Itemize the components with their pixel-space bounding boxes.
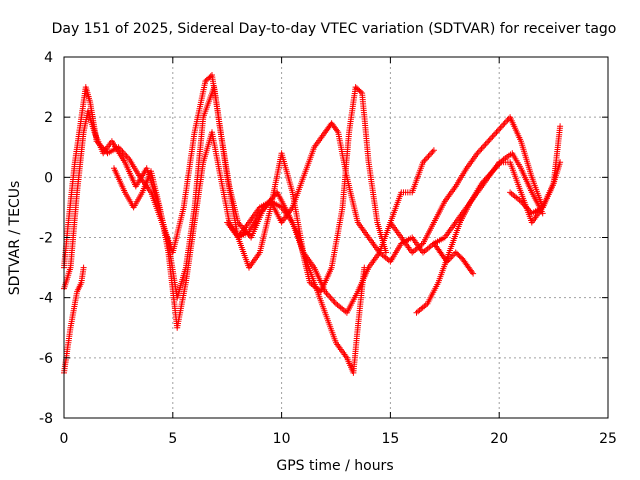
x-tick-label: 10 xyxy=(273,431,291,447)
x-tick-label: 0 xyxy=(60,431,69,447)
series-track-7 xyxy=(413,150,546,316)
series-track-6 xyxy=(387,114,564,256)
chart-title: Day 151 of 2025, Sidereal Day-to-day VTE… xyxy=(52,21,617,37)
y-axis-label: SDTVAR / TECUs xyxy=(7,181,23,296)
y-tick-label: -2 xyxy=(39,231,53,247)
series-track-4 xyxy=(111,120,437,331)
y-tick-label: 2 xyxy=(44,110,53,126)
plot-frame xyxy=(63,56,609,419)
x-tick-label: 5 xyxy=(168,431,177,447)
x-tick-label: 15 xyxy=(381,431,399,447)
x-axis-label: GPS time / hours xyxy=(276,458,393,474)
y-tick-label: -4 xyxy=(39,291,53,307)
series-track-8 xyxy=(430,240,477,277)
x-tick-label: 20 xyxy=(490,431,508,447)
y-tick-label: -8 xyxy=(39,411,53,427)
y-tick-label: 4 xyxy=(44,50,53,66)
series-track-9 xyxy=(507,189,546,217)
y-tick-label: 0 xyxy=(44,170,53,186)
series-layer xyxy=(61,72,564,376)
x-tick-label: 25 xyxy=(599,431,617,447)
y-tick-label: -6 xyxy=(39,351,53,367)
ticks: 0 5 10 15 20 25 -8 -6 -4 -2 0 2 4 xyxy=(39,50,617,447)
